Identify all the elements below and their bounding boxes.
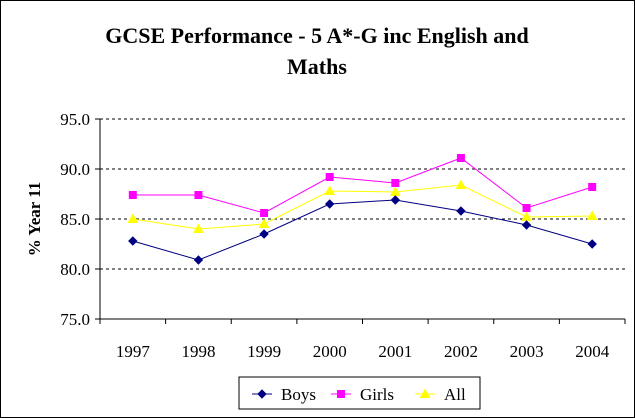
axes: 75.0 80.0 85.0 90.0 95.0 1997 1998 1999 2000 2001… [60,110,626,361]
gridlines [100,118,625,270]
x-tick-label: 2002 [444,342,478,361]
data-point [419,388,431,398]
series-girls [128,154,597,217]
series-line [132,157,593,214]
series-boys [128,195,597,265]
y-tick-label: 80.0 [60,260,90,279]
x-tick-label: 2001 [378,342,412,361]
x-tick-label: 2003 [510,342,544,361]
series-line [132,184,593,230]
data-point [325,173,334,181]
x-tick-label: 1999 [247,342,281,361]
data-point [128,191,137,199]
legend-item-all: All [415,385,466,404]
y-tick-label: 90.0 [60,160,90,179]
data-point [128,236,138,246]
series-line [132,199,593,261]
chart-title-line-2: Maths [287,54,347,79]
data-point [324,185,336,195]
x-tick-label: 1998 [181,342,215,361]
chart-title-line-1: GCSE Performance - 5 A*-G inc English an… [105,23,529,48]
y-tick-label: 75.0 [60,310,90,329]
data-point [456,206,466,216]
legend-label: Girls [360,385,394,404]
series-layer [127,154,598,265]
data-point [260,209,269,217]
legend-item-boys: Boys [252,385,316,404]
data-point [324,199,335,209]
data-point [586,210,598,220]
data-point [521,220,532,230]
y-axis-label: % Year 11 [25,182,44,257]
legend: Boys Girls All [238,376,481,410]
y-tick-label: 95.0 [60,110,90,129]
data-point [391,179,400,187]
data-point [455,179,467,189]
x-tick-label: 2000 [313,342,347,361]
legend-item-girls: Girls [331,385,394,404]
data-point [258,218,270,228]
data-point [456,154,465,162]
data-point [257,389,267,399]
legend-label: All [444,385,466,404]
data-point [193,255,204,265]
data-point [390,195,401,205]
x-tick-label: 2004 [575,342,610,361]
data-point [127,213,139,223]
legend-label: Boys [281,385,316,404]
legend-box [238,376,481,410]
data-point [587,239,597,249]
series-all [127,179,598,233]
y-tick-label: 85.0 [60,210,90,229]
x-tick-label: 1997 [116,342,151,361]
data-point [337,390,345,398]
data-point [259,229,269,239]
data-point [522,204,531,212]
data-point [588,183,597,191]
data-point [194,191,203,199]
data-point [193,223,204,233]
